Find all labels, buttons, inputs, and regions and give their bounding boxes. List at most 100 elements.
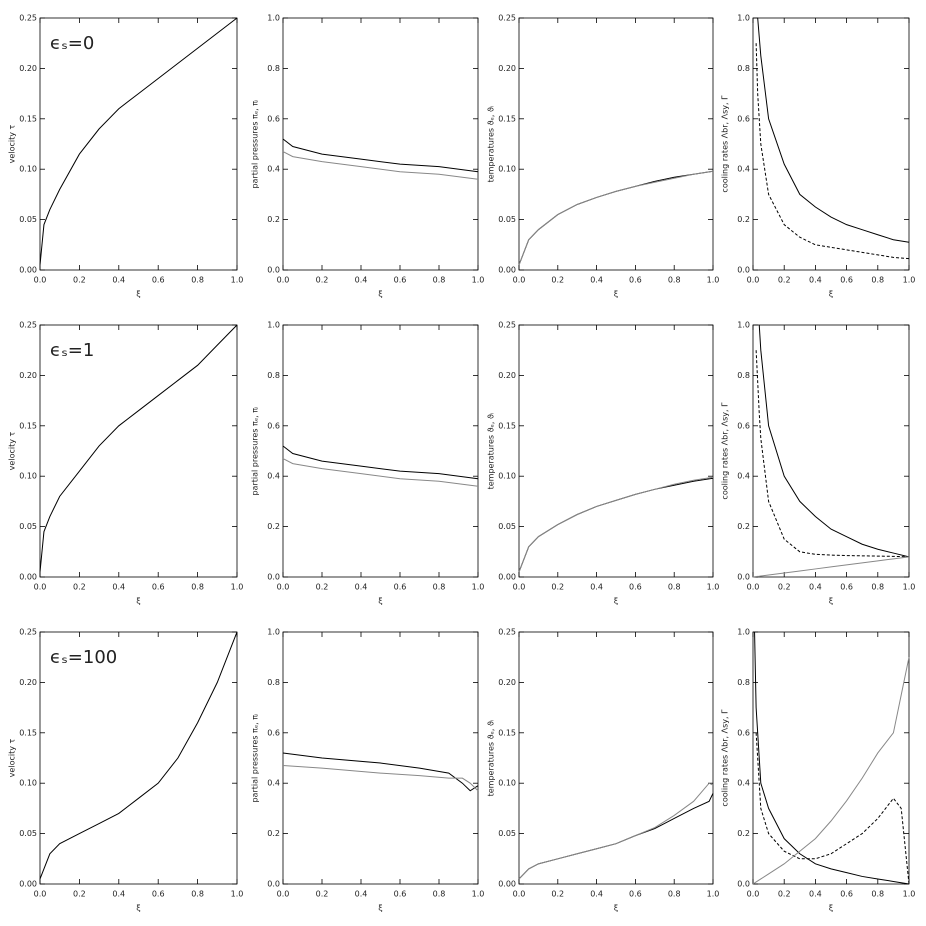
y-tick-label: 0.2 [737,522,750,531]
line-series [282,765,479,792]
x-tick-label: 0.6 [394,890,407,899]
y-tick-label: 0.05 [498,522,516,531]
line-series [282,752,479,792]
line-series [518,793,714,880]
y-tick-label: 0.4 [737,779,750,788]
line-series [39,324,238,573]
x-tick-label: 0.2 [551,583,564,592]
x-tick-label: 0.4 [809,276,822,285]
panel: 0.0 0.2 0.4 0.6 0.8 1.0 0.00 0.05 0.10 0.15 0.20 0.… [8,628,244,913]
annotation: ϵₛ=100 [50,647,117,668]
y-tick-label: 0.15 [19,421,37,430]
line-series [518,477,714,573]
x-axis-label: ξ [614,904,618,913]
x-tick-label: 0.6 [840,276,853,285]
y-tick-label: 0.10 [19,165,37,174]
y-tick-label: 0.2 [737,215,750,224]
line-series [282,151,479,180]
x-tick-label: 0.8 [668,276,681,285]
y-tick-label: 0.10 [498,472,516,481]
panel: 0.0 0.2 0.4 0.6 0.8 1.0 0.0 0.2 0.4 0.6 0.8 1.0 ξ par… [251,14,485,299]
y-tick-label: 0.6 [267,114,280,123]
y-tick-label: 0.2 [737,829,750,838]
x-axis-label: ξ [378,290,382,299]
y-tick-label: 0.25 [19,321,37,330]
x-tick-label: 0.0 [277,583,290,592]
x-tick-label: 0.6 [629,276,642,285]
y-tick-label: 0.2 [267,215,280,224]
x-tick-label: 0.0 [34,890,47,899]
y-tick-label: 0.8 [267,371,280,380]
y-tick-label: 0.00 [498,573,516,582]
y-tick-label: 0.00 [19,266,37,275]
x-tick-label: 0.8 [433,276,446,285]
line-series [282,458,479,487]
y-tick-label: 0.05 [19,215,37,224]
y-tick-label: 0.20 [19,64,37,73]
y-tick-label: 0.05 [498,829,516,838]
y-tick-label: 0.10 [19,779,37,788]
x-tick-label: 1.0 [231,276,244,285]
x-tick-label: 0.8 [871,276,884,285]
x-tick-label: 0.8 [191,890,204,899]
x-tick-label: 0.8 [871,583,884,592]
x-tick-label: 0.6 [152,276,165,285]
x-tick-label: 0.2 [73,890,86,899]
x-tick-label: 0.0 [513,890,526,899]
x-tick-label: 0.4 [355,583,368,592]
y-tick-label: 0.8 [267,64,280,73]
y-tick-label: 0.6 [737,114,750,123]
y-tick-label: 0.2 [267,522,280,531]
panel: 0.0 0.2 0.4 0.6 0.8 1.0 0.00 0.05 0.10 0.15 0.20 0.… [487,14,720,299]
x-axis-label: ξ [829,597,833,606]
line-series [758,324,910,558]
y-tick-label: 0.10 [498,165,516,174]
x-tick-label: 0.2 [316,583,329,592]
y-tick-label: 0.0 [737,266,750,275]
y-tick-label: 0.05 [19,522,37,531]
y-tick-label: 0.4 [737,472,750,481]
y-tick-label: 0.0 [267,266,280,275]
y-tick-label: 0.20 [19,678,37,687]
x-tick-label: 0.8 [191,583,204,592]
y-tick-label: 0.20 [498,64,516,73]
y-tick-label: 0.15 [19,114,37,123]
y-tick-label: 0.8 [737,64,750,73]
x-tick-label: 0.4 [112,890,125,899]
x-tick-label: 0.8 [191,276,204,285]
y-tick-label: 0.0 [267,880,280,889]
y-tick-label: 0.20 [498,678,516,687]
y-tick-label: 0.20 [498,371,516,380]
y-axis-label: velocity τ [8,739,17,778]
x-tick-label: 1.0 [472,583,485,592]
y-tick-label: 0.4 [267,472,280,481]
y-tick-label: 0.15 [19,728,37,737]
panel: 0.0 0.2 0.4 0.6 0.8 1.0 0.0 0.2 0.4 0.6 0.8 1.0 ξ coo… [721,628,916,913]
x-tick-label: 0.8 [871,890,884,899]
x-tick-label: 0.6 [840,583,853,592]
y-axis-label: cooling rates Λbr, Λsy, Γ [721,709,730,807]
x-tick-label: 0.2 [551,890,564,899]
annotation: ϵₛ=0 [50,33,94,54]
x-axis-label: ξ [136,597,140,606]
x-tick-label: 1.0 [231,583,244,592]
x-axis-label: ξ [136,290,140,299]
y-tick-label: 0.15 [498,114,516,123]
y-tick-label: 1.0 [267,321,280,330]
x-tick-label: 0.8 [433,583,446,592]
x-tick-label: 0.0 [34,276,47,285]
x-tick-label: 0.0 [747,583,760,592]
x-tick-label: 0.6 [840,890,853,899]
line-series [39,631,238,880]
x-axis-label: ξ [378,597,382,606]
line-series [39,17,238,266]
x-tick-label: 0.6 [394,583,407,592]
x-tick-label: 1.0 [707,276,720,285]
plot-frame [752,17,910,271]
y-axis-label: temperatures ϑₑ, ϑᵢ [487,413,496,490]
y-tick-label: 0.4 [267,165,280,174]
plot-frame [39,631,238,885]
y-tick-label: 0.00 [498,880,516,889]
panel: 0.0 0.2 0.4 0.6 0.8 1.0 0.00 0.05 0.10 0.15 0.20 0.… [487,628,720,913]
